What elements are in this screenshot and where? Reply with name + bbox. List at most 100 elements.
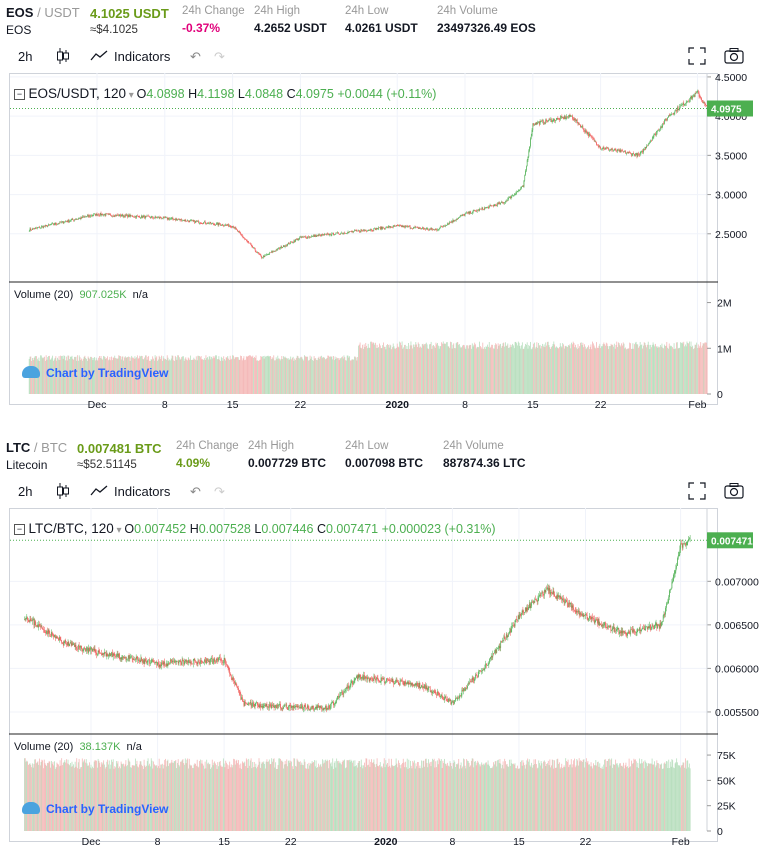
candle-body — [222, 224, 224, 226]
volume-bar — [350, 759, 352, 831]
volume-bar — [318, 356, 320, 394]
tradingview-watermark[interactable]: Chart by TradingView — [22, 366, 168, 380]
candle-body — [475, 210, 476, 212]
volume-bar — [74, 761, 76, 831]
candle-body — [509, 631, 510, 634]
volume-bar — [389, 344, 391, 394]
volume-bar — [484, 349, 486, 394]
volume-bar — [563, 765, 565, 831]
candle-body — [487, 664, 489, 666]
volume-bar — [603, 764, 605, 831]
candle-body — [536, 122, 538, 124]
x-tick-label: Feb — [688, 399, 706, 411]
ltc-btc-chart[interactable]: Dec 8 15 22 2020 8 15 22 Feb0.0055000.0060000.00… — [9, 508, 760, 865]
volume-bar — [362, 344, 363, 394]
volume-bar — [178, 764, 180, 831]
volume-bar — [125, 357, 127, 394]
volume-bar — [473, 344, 475, 394]
volume-bar — [693, 348, 695, 394]
candle-body — [434, 229, 435, 230]
volume-bar — [207, 359, 209, 394]
candle-body — [602, 624, 604, 626]
volume-bar — [168, 360, 170, 394]
candle-body — [609, 625, 611, 627]
candle-body — [284, 246, 286, 247]
volume-bar — [311, 761, 313, 831]
volume-bar — [270, 763, 272, 831]
candle-body — [527, 156, 529, 161]
candle-type-icon[interactable] — [56, 47, 70, 68]
volume-bar — [317, 767, 319, 831]
volume-bar — [379, 762, 381, 831]
candle-body — [50, 636, 51, 638]
indicators-icon[interactable] — [90, 485, 108, 500]
candle-body — [598, 619, 600, 626]
volume-bar — [624, 348, 626, 394]
camera-icon[interactable] — [724, 482, 744, 503]
interval-button[interactable]: 2h — [18, 484, 33, 499]
camera-icon[interactable] — [724, 47, 744, 68]
candle-body — [71, 218, 73, 220]
candle-body — [421, 227, 423, 229]
candle-body — [279, 248, 280, 249]
candle-body — [547, 587, 548, 590]
volume-bar — [162, 768, 164, 831]
undo-icon[interactable]: ↶ — [190, 484, 201, 499]
volume-bar — [128, 760, 130, 831]
candle-body — [459, 217, 460, 218]
candle-body — [672, 113, 673, 115]
fullscreen-icon[interactable] — [688, 482, 706, 503]
volume-bar — [525, 764, 527, 831]
volume-bar — [456, 342, 458, 394]
volume-bar — [308, 360, 310, 394]
volume-bar — [459, 765, 461, 831]
volume-bar — [529, 346, 530, 394]
volume-bar — [339, 358, 341, 394]
indicators-icon[interactable] — [90, 50, 108, 65]
candle-body — [361, 677, 363, 678]
undo-icon[interactable]: ↶ — [190, 49, 201, 64]
volume-bar — [123, 763, 124, 831]
volume-bar — [293, 360, 295, 394]
indicators-button[interactable]: Indicators — [114, 49, 171, 64]
candle-body — [705, 105, 707, 106]
volume-bar — [653, 344, 655, 394]
volume-bar — [495, 343, 497, 394]
fullscreen-icon[interactable] — [688, 47, 706, 68]
volume-bar — [364, 767, 366, 831]
volume-bar — [629, 342, 631, 394]
volume-bar — [188, 758, 190, 831]
volume-bar — [25, 761, 27, 831]
candle-body — [187, 661, 189, 663]
redo-icon[interactable]: ↷ — [214, 484, 225, 499]
volume-bar — [129, 360, 131, 394]
candle-body — [165, 217, 166, 218]
interval-button[interactable]: 2h — [18, 49, 33, 64]
candle-body — [30, 619, 32, 620]
candle-body — [291, 241, 293, 243]
candle-body — [546, 588, 548, 590]
candle-body — [329, 233, 331, 236]
candle-type-icon[interactable] — [56, 482, 70, 503]
candle-body — [647, 145, 648, 147]
eos-usdt-chart[interactable]: Dec 8 15 22 2020 8 15 22 Feb2.50003.00003.50004.… — [9, 73, 760, 433]
candle-body — [36, 227, 37, 229]
candle-body — [241, 697, 242, 700]
indicators-button[interactable]: Indicators — [114, 484, 171, 499]
volume-bar — [631, 764, 633, 831]
volume-bar — [155, 357, 157, 394]
candle-body — [260, 704, 261, 708]
volume-bar — [414, 344, 416, 394]
candle-body — [467, 211, 469, 214]
candle-body — [492, 653, 494, 658]
volume-bar — [547, 760, 549, 831]
candle-body — [279, 247, 281, 249]
redo-icon[interactable]: ↷ — [214, 49, 225, 64]
x-tick-label: 15 — [513, 836, 525, 848]
candle-body — [634, 154, 635, 156]
volume-bar — [530, 766, 532, 831]
volume-bar — [513, 345, 514, 394]
collapse-icon[interactable]: − — [14, 89, 25, 100]
volume-bar — [638, 768, 640, 831]
volume-bar — [191, 765, 193, 831]
